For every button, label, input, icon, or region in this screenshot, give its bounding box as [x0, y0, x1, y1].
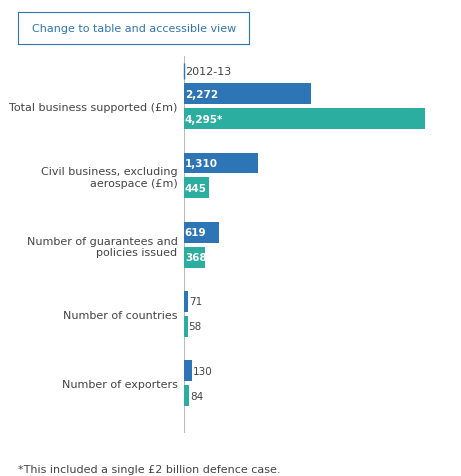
Text: 58: 58 [189, 322, 202, 332]
Text: 4,295*: 4,295* [185, 114, 223, 124]
Bar [184, 222, 219, 243]
Bar [184, 361, 192, 381]
Text: 71: 71 [189, 297, 202, 307]
Bar [184, 178, 209, 199]
Text: 2,272: 2,272 [185, 89, 218, 99]
Text: 84: 84 [190, 391, 203, 401]
Bar [184, 317, 188, 337]
Text: 368: 368 [185, 253, 207, 263]
Text: 1,310: 1,310 [185, 159, 218, 169]
Text: 619: 619 [185, 228, 207, 238]
Bar [184, 247, 205, 268]
Text: 2012-13: 2012-13 [185, 67, 231, 77]
Bar [184, 153, 258, 174]
Text: 445: 445 [185, 183, 207, 193]
Bar [184, 109, 425, 129]
Text: *This included a single £2 billion defence case.: *This included a single £2 billion defen… [18, 464, 281, 474]
Bar [184, 84, 312, 105]
Text: Change to table and accessible view: Change to table and accessible view [31, 24, 236, 34]
Bar [184, 386, 189, 406]
Bar [184, 291, 189, 312]
Text: 130: 130 [193, 366, 212, 376]
